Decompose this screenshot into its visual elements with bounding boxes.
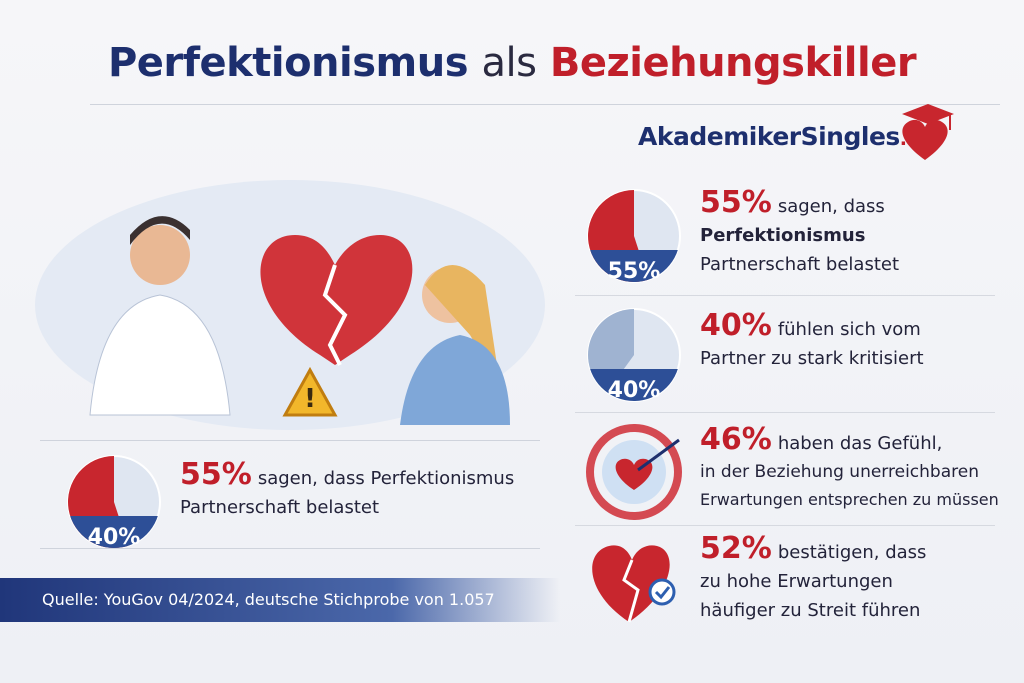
stat-text: in der Beziehung unerreichbaren [700,462,979,482]
svg-text:!: ! [304,384,316,414]
pie: 40% [67,455,161,550]
logo-icon [902,104,954,160]
divider [90,104,1000,105]
stat-text: bestätigen, dass [777,542,927,563]
divider [575,412,995,413]
stat-headline: 40% [700,308,772,343]
stat: 46% haben das Gefühl, in der Beziehung un… [570,422,1010,522]
stat-text: Partner zu stark kritisiert [700,348,924,369]
divider [40,548,540,549]
pie-badge: 55% [608,259,661,284]
pie-badge: 40% [608,378,661,403]
target-icon [586,424,682,520]
pie-badge: 40% [88,525,141,550]
title-main: Perfektionismus [107,40,469,86]
logo-name: AkademikerSingles [638,122,900,151]
stat: 55% 55% sagen, dass Perfektionismus Partn… [570,186,1010,286]
left-stat: 40% 55% sagen, dass Perfektionismus Partn… [50,452,550,552]
logo[interactable]: AkademikerSingles.de [638,122,932,151]
stat-text: sagen, dass Perfektionismus [257,468,515,489]
stat-headline: 55% [700,185,772,220]
stat-text: Partnerschaft belastet [700,254,900,275]
source: Quelle: YouGov 04/2024, deutsche Stichpr… [0,578,560,622]
stat-text: fühlen sich vom [777,319,921,340]
illustration: ! [35,180,545,430]
stat-headline: 55% [180,457,252,492]
divider [575,525,995,526]
stat: 52% bestätigen, dass zu hohe Erwartungen … [570,532,1010,632]
stat: 40% 40% fühlen sich vom Partner zu stark … [570,305,1010,405]
stat-headline: 46% [700,422,772,457]
stat-text: Erwartungen entsprechen zu müssen [700,490,999,509]
stat-text: häufiger zu Streit führen [700,600,921,621]
pie: 55% [587,189,681,284]
stat-line: 55% sagen, dass Perfektionismus [180,460,514,493]
stat-text: haben das Gefühl, [777,433,943,454]
pie: 40% [587,308,681,403]
stat-text: zu hohe Erwartungen [700,571,893,592]
divider [575,295,995,296]
divider [40,440,540,441]
title-accent: Beziehungskiller [549,40,917,86]
title: Perfektionismus als Beziehungskiller [0,40,1024,86]
stat-text: sagen, dass [777,196,885,217]
stat-text: Partnerschaft belastet [180,497,380,518]
title-join: als [481,40,537,86]
stat-headline: 52% [700,531,772,566]
stat-text: Perfektionismus [700,225,866,246]
broken-heart-icon [592,545,676,623]
